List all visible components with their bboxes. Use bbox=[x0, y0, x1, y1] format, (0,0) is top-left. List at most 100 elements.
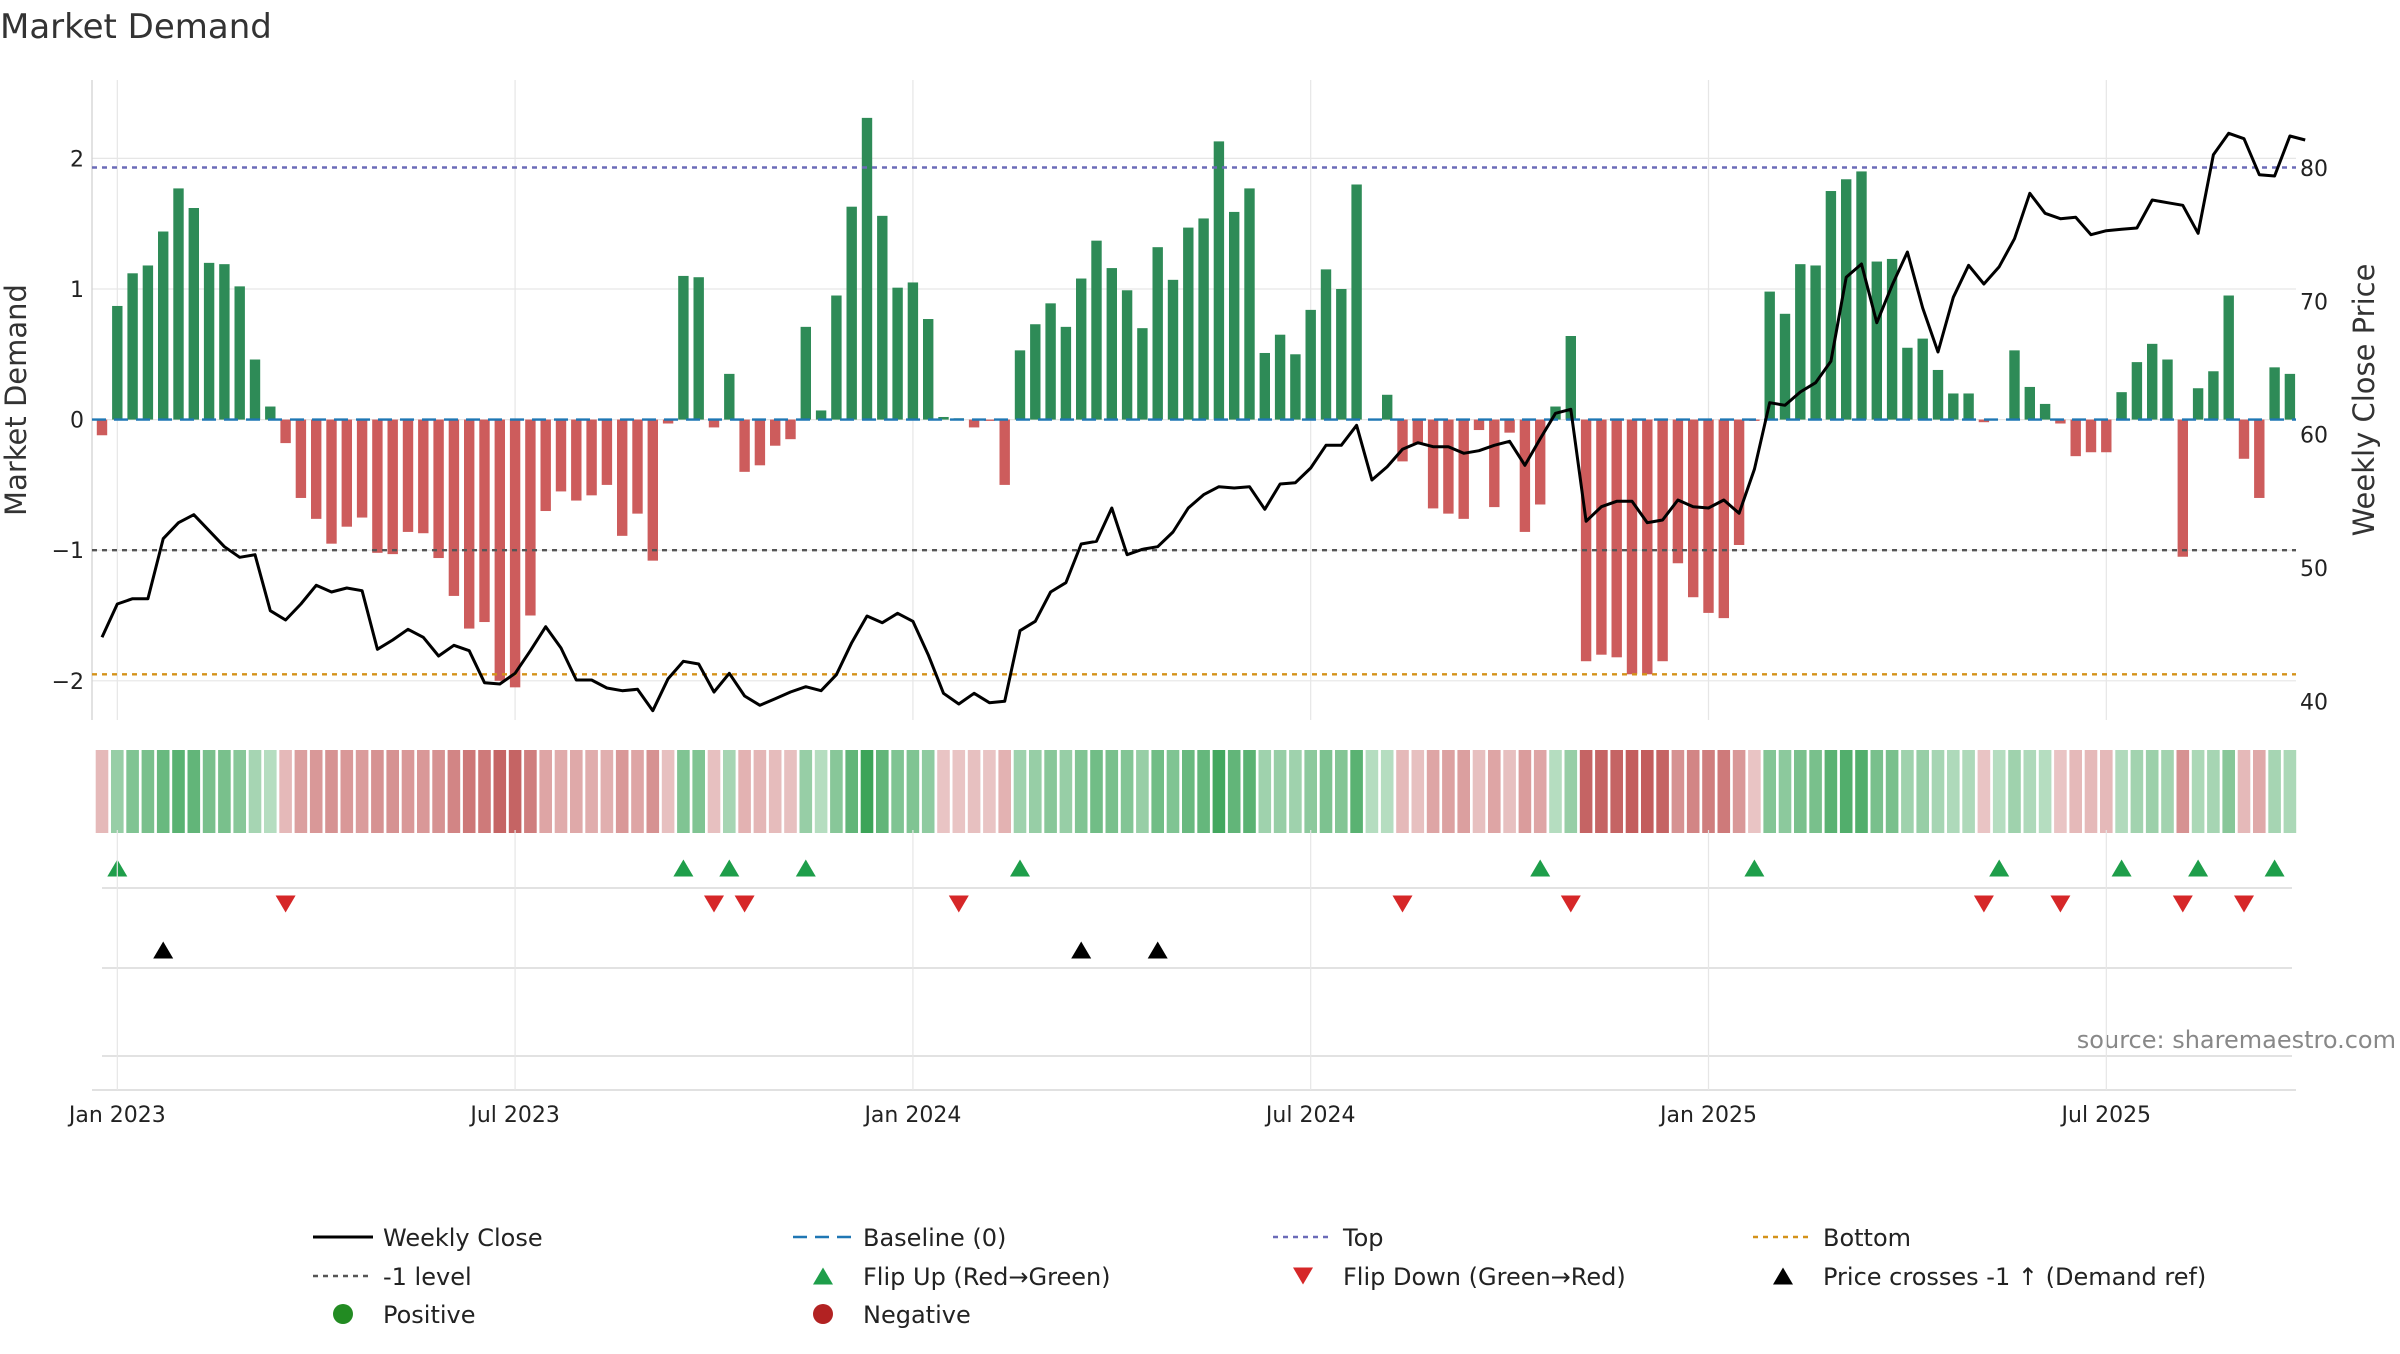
heat-strip-cell bbox=[493, 750, 507, 833]
demand-bar bbox=[1244, 188, 1255, 420]
heat-strip-cell bbox=[1763, 750, 1776, 833]
y2-tick-label: 70 bbox=[2300, 290, 2328, 315]
demand-bar bbox=[2177, 419, 2188, 557]
x-tick-label: Jul 2025 bbox=[2060, 1103, 2152, 1128]
demand-bar bbox=[402, 419, 414, 532]
heat-strip-cell bbox=[111, 750, 124, 833]
demand-bar bbox=[219, 264, 230, 420]
heat-strip-cell bbox=[1411, 750, 1425, 833]
heat-strip-cell bbox=[539, 750, 552, 833]
demand-bar bbox=[1121, 290, 1133, 420]
demand-bar bbox=[617, 419, 628, 536]
heat-strip-cell bbox=[1442, 750, 1455, 833]
demand-bar bbox=[1229, 211, 1240, 420]
demand-bar bbox=[372, 419, 383, 553]
demand-bar bbox=[785, 419, 796, 440]
demand-bar bbox=[2254, 419, 2265, 498]
y2-axis-label: Weekly Close Price bbox=[2347, 264, 2381, 537]
demand-bar bbox=[800, 326, 811, 420]
demand-bar bbox=[1091, 240, 1102, 420]
heat-strip-cell bbox=[1105, 750, 1119, 833]
heat-strip-cell bbox=[600, 750, 614, 833]
heat-strip-cell bbox=[2008, 750, 2021, 833]
y-tick-label: 1 bbox=[70, 278, 84, 303]
flip-up-marker bbox=[2264, 859, 2285, 877]
heat-strip-cell bbox=[615, 750, 629, 833]
demand-bar bbox=[1795, 264, 1806, 420]
heat-strip-cell bbox=[1166, 750, 1180, 833]
price-cross-marker bbox=[153, 941, 174, 959]
demand-bar bbox=[1443, 419, 1454, 514]
demand-bar bbox=[846, 206, 857, 420]
demand-bar bbox=[2055, 419, 2066, 424]
heat-strip-cell bbox=[1304, 750, 1317, 833]
demand-bar bbox=[1412, 419, 1423, 444]
demand-bar bbox=[494, 419, 505, 681]
demand-bar bbox=[464, 419, 475, 629]
demand-bar bbox=[1183, 227, 1194, 420]
demand-bar bbox=[311, 419, 322, 519]
x-tick-label: Jan 2023 bbox=[67, 1103, 166, 1128]
flip-up-marker bbox=[795, 859, 816, 877]
x-tick-label: Jul 2023 bbox=[468, 1103, 560, 1128]
legend-symbol-cross bbox=[1773, 1267, 1793, 1285]
demand-bar bbox=[770, 419, 781, 446]
demand-bar bbox=[678, 275, 689, 420]
demand-bar bbox=[892, 287, 903, 420]
demand-bar bbox=[1810, 265, 1821, 420]
heat-strip-cell bbox=[876, 750, 889, 833]
heat-strip-cell bbox=[1074, 750, 1088, 833]
heat-strip-cell bbox=[753, 750, 767, 833]
y2-tick-label: 40 bbox=[2300, 690, 2328, 715]
demand-bar bbox=[1932, 369, 1944, 420]
heat-strip-cell bbox=[1457, 750, 1470, 833]
demand-bar bbox=[1657, 419, 1668, 662]
demand-bar bbox=[2147, 343, 2158, 420]
demand-bar bbox=[1137, 328, 1148, 420]
heat-strip-cell bbox=[1258, 750, 1272, 833]
heat-strip-cell bbox=[692, 750, 705, 833]
heat-strip-cell bbox=[585, 750, 598, 833]
demand-bar bbox=[708, 419, 720, 428]
demand-bar bbox=[2085, 419, 2097, 453]
heat-strip-cell bbox=[417, 750, 430, 833]
heat-strip-cell bbox=[2100, 750, 2113, 833]
demand-bar bbox=[280, 419, 291, 444]
heat-strip-cell bbox=[325, 750, 338, 833]
heat-strip-cell bbox=[738, 750, 751, 833]
x-tick-label: Jul 2024 bbox=[1264, 1103, 1356, 1128]
heat-strip-cell bbox=[1885, 750, 1899, 833]
heat-strip-cell bbox=[2268, 750, 2281, 833]
demand-bar bbox=[1596, 419, 1607, 655]
demand-bar bbox=[1626, 419, 1638, 675]
demand-bar bbox=[433, 419, 444, 559]
heat-strip-cell bbox=[1426, 750, 1440, 833]
flip-down-marker bbox=[704, 895, 724, 913]
demand-bar bbox=[693, 277, 704, 420]
demand-bar bbox=[1473, 419, 1485, 431]
heat-strip-cell bbox=[309, 750, 323, 833]
heat-strip-cell bbox=[1839, 750, 1853, 833]
demand-bar bbox=[754, 419, 766, 466]
demand-bar bbox=[1948, 393, 1959, 420]
heat-strip-cell bbox=[891, 750, 904, 833]
flip-up-marker bbox=[2111, 859, 2132, 877]
heat-strip-cell bbox=[447, 750, 461, 833]
heat-strip-cell bbox=[462, 750, 476, 833]
y-tick-label: 2 bbox=[70, 147, 84, 172]
heat-strip-cell bbox=[661, 750, 675, 833]
legend-label: Positive bbox=[383, 1301, 476, 1329]
heat-strip-cell bbox=[707, 750, 721, 833]
heat-strip-cell bbox=[1732, 750, 1746, 833]
heat-strip-cell bbox=[1549, 750, 1562, 833]
heat-strip-cell bbox=[141, 750, 155, 833]
demand-bar bbox=[1382, 394, 1393, 420]
flip-down-marker bbox=[734, 895, 755, 913]
legend-symbol-negative bbox=[813, 1304, 833, 1324]
heat-strip-cell bbox=[233, 750, 246, 833]
event-markers bbox=[102, 859, 2292, 1285]
heat-strip-cell bbox=[1013, 750, 1027, 833]
heat-strip-cell bbox=[631, 750, 644, 833]
demand-bar bbox=[418, 419, 429, 534]
